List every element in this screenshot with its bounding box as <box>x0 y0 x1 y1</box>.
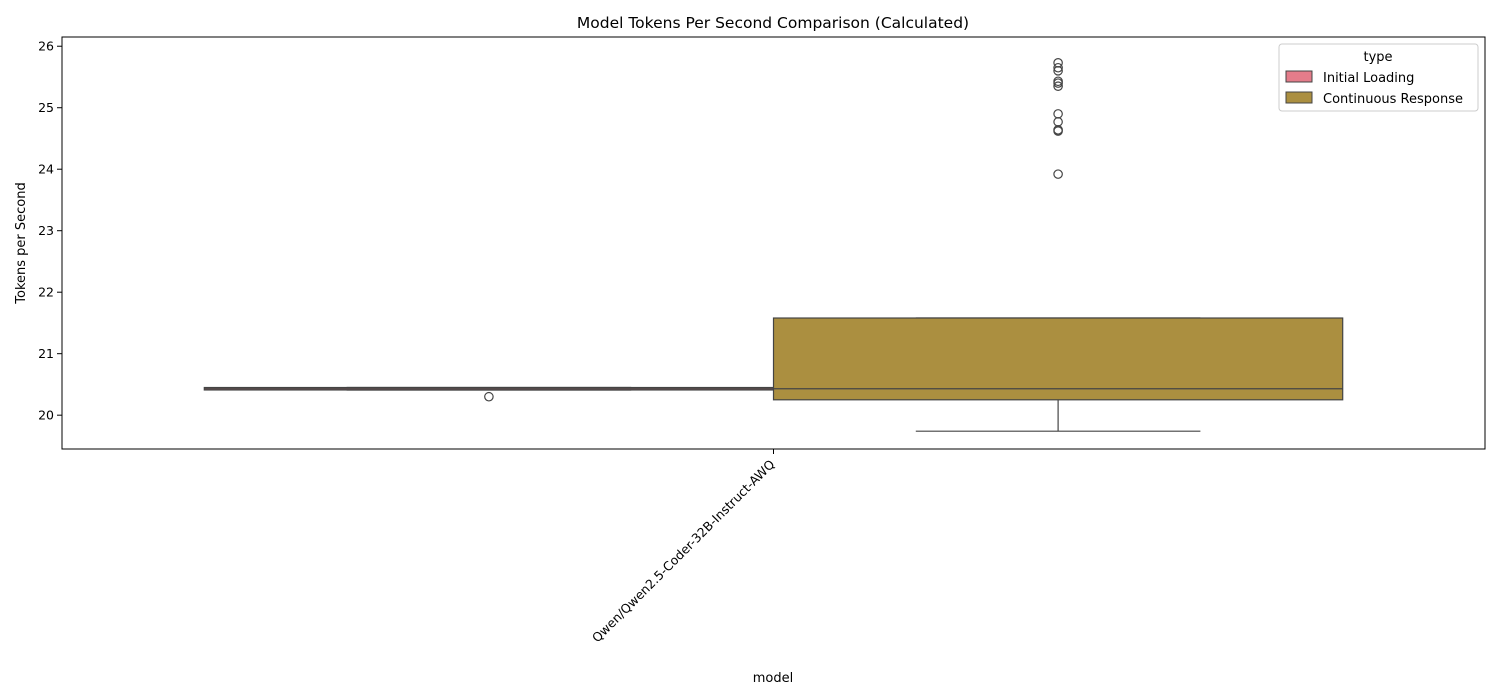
legend-label-continuous-response: Continuous Response <box>1323 92 1463 107</box>
legend-swatch-initial-loading <box>1285 70 1313 83</box>
y-tick-label-26: 26 <box>38 39 54 54</box>
legend-swatch-continuous-response <box>1285 91 1313 104</box>
legend-frame <box>1278 43 1479 112</box>
continuous-response-outlier-10 <box>1053 58 1063 68</box>
y-tick-label-22: 22 <box>38 285 54 300</box>
axes-frame <box>61 36 1486 450</box>
chart-title: Model Tokens Per Second Comparison (Calc… <box>577 14 969 32</box>
y-tick-label-24: 24 <box>38 162 54 177</box>
initial-loading-outlier-0 <box>484 391 494 402</box>
legend-label-initial-loading: Initial Loading <box>1323 71 1414 86</box>
continuous-response-outlier-9 <box>1053 62 1063 73</box>
continuous-response-outlier-4 <box>1053 109 1063 119</box>
x-axis-label: model <box>753 671 793 686</box>
continuous-response-outlier-5 <box>1053 81 1063 91</box>
continuous-response-outlier-7 <box>1053 76 1063 87</box>
legend-title: type <box>1363 50 1392 65</box>
continuous-response-outlier-0 <box>1053 169 1063 179</box>
legend: type Initial Loading Continuous Response <box>1278 43 1479 112</box>
y-axis-label: Tokens per Second <box>14 182 29 304</box>
y-tick-label-25: 25 <box>38 100 54 115</box>
y-tick-label-20: 20 <box>38 408 54 423</box>
continuous-response-box <box>772 317 1344 401</box>
y-tick-label-21: 21 <box>38 346 54 361</box>
y-tick-label-23: 23 <box>38 223 54 238</box>
